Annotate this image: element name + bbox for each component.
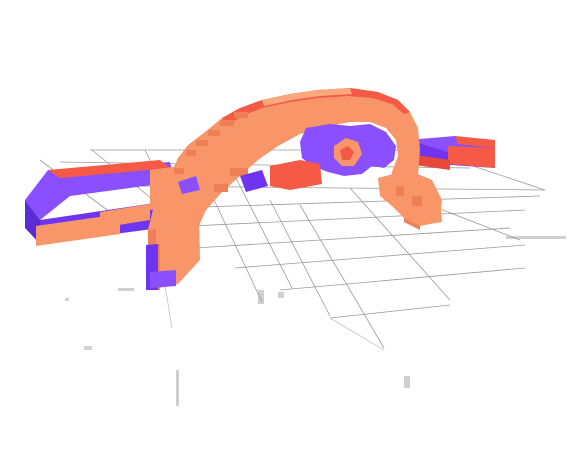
arch-body <box>168 88 442 228</box>
voxel-steps <box>174 112 248 192</box>
background-specks <box>65 236 566 406</box>
voxel-model[interactable] <box>25 88 495 290</box>
right-leg <box>378 170 442 230</box>
right-beam <box>408 136 495 170</box>
